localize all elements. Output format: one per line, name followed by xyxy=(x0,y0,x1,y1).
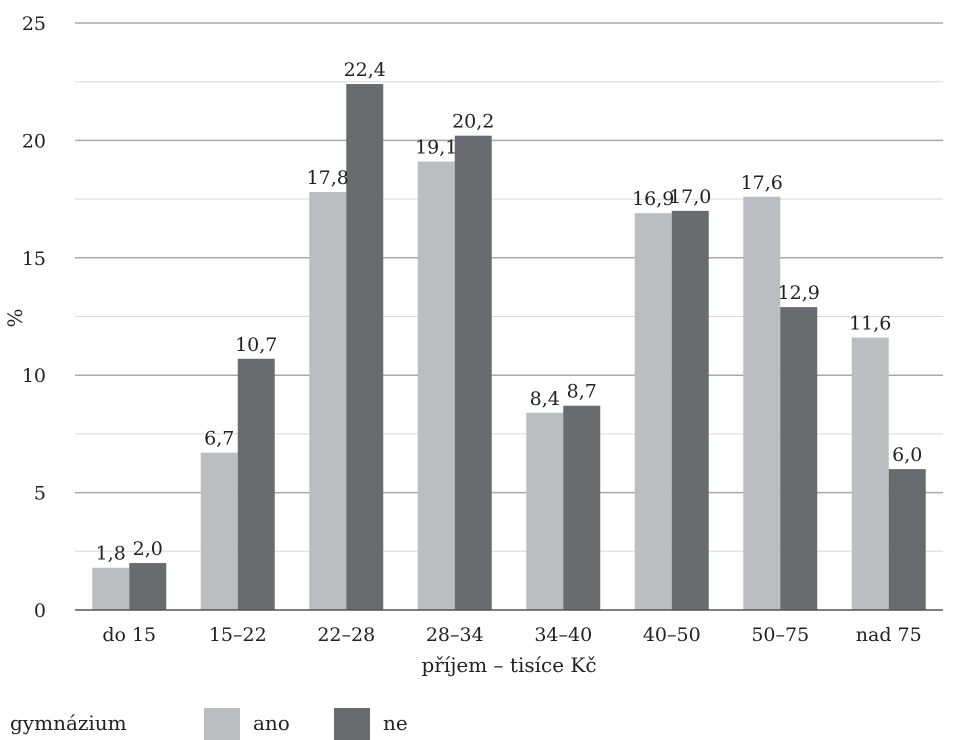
bar-ne xyxy=(563,405,601,610)
x-tick-label: do 15 xyxy=(102,624,156,646)
y-tick-label: 5 xyxy=(34,483,46,505)
y-tick-label: 20 xyxy=(22,130,46,152)
value-label: 6,0 xyxy=(892,444,922,466)
x-axis-label: příjem – tisíce Kč xyxy=(421,653,596,677)
value-label: 12,9 xyxy=(778,282,820,304)
legend-swatch-ne xyxy=(334,708,370,740)
bar-ano xyxy=(417,161,455,611)
x-tick-label: 22–28 xyxy=(317,624,375,646)
legend-label-ano: ano xyxy=(253,711,290,735)
bar-ne xyxy=(888,469,926,610)
x-axis-ticks: do 15 15–22 22–28 28–34 34–40 40–50 50–75 nad 7… xyxy=(102,624,921,646)
bar-ano xyxy=(743,196,781,610)
y-tick-label: 25 xyxy=(22,13,46,35)
y-tick-label: 15 xyxy=(22,248,46,270)
x-tick-label: 40–50 xyxy=(643,624,701,646)
value-label: 1,8 xyxy=(96,543,126,565)
bar-ne xyxy=(346,84,384,611)
value-label: 6,7 xyxy=(204,428,234,450)
value-label: 8,7 xyxy=(567,381,597,403)
value-label: 16,9 xyxy=(632,188,674,210)
x-tick-label: 50–75 xyxy=(751,624,809,646)
value-label: 10,7 xyxy=(235,334,277,356)
y-axis-ticks: 0 5 10 15 20 25 xyxy=(22,13,46,622)
value-label: 19,1 xyxy=(415,137,457,159)
bar-ano xyxy=(851,337,889,610)
y-tick-label: 0 xyxy=(34,600,46,622)
value-label: 17,6 xyxy=(741,172,783,194)
value-label: 17,8 xyxy=(307,167,349,189)
bar-ne xyxy=(671,210,709,610)
x-tick-label: 34–40 xyxy=(534,624,592,646)
legend-title: gymnázium xyxy=(10,711,127,735)
value-label: 2,0 xyxy=(133,538,163,560)
x-tick-label: 28–34 xyxy=(426,624,484,646)
bar-ano xyxy=(92,567,130,610)
y-tick-label: 10 xyxy=(22,365,46,387)
bar-ne xyxy=(237,358,275,610)
bar-ano xyxy=(309,192,347,610)
value-label: 22,4 xyxy=(344,59,386,81)
bar-ano xyxy=(200,452,238,610)
bar-ne xyxy=(129,563,167,610)
value-label: 17,0 xyxy=(669,186,711,208)
legend: gymnázium ano ne xyxy=(10,708,408,740)
y-axis-label: % xyxy=(3,308,27,327)
bar-ano xyxy=(634,213,672,611)
legend-swatch-ano xyxy=(204,708,240,740)
legend-label-ne: ne xyxy=(383,711,408,735)
value-label: 20,2 xyxy=(452,111,494,133)
bar-ne xyxy=(454,135,492,611)
bar-ano xyxy=(526,412,564,610)
value-label: 8,4 xyxy=(530,388,560,410)
x-tick-label: nad 75 xyxy=(856,624,922,646)
value-labels: 1,8 2,06,710,717,822,419,120,28,4 8,716,91… xyxy=(96,59,923,565)
bar-ne xyxy=(780,307,818,610)
value-label: 11,6 xyxy=(849,313,891,335)
x-tick-label: 15–22 xyxy=(209,624,267,646)
bars xyxy=(92,84,926,611)
